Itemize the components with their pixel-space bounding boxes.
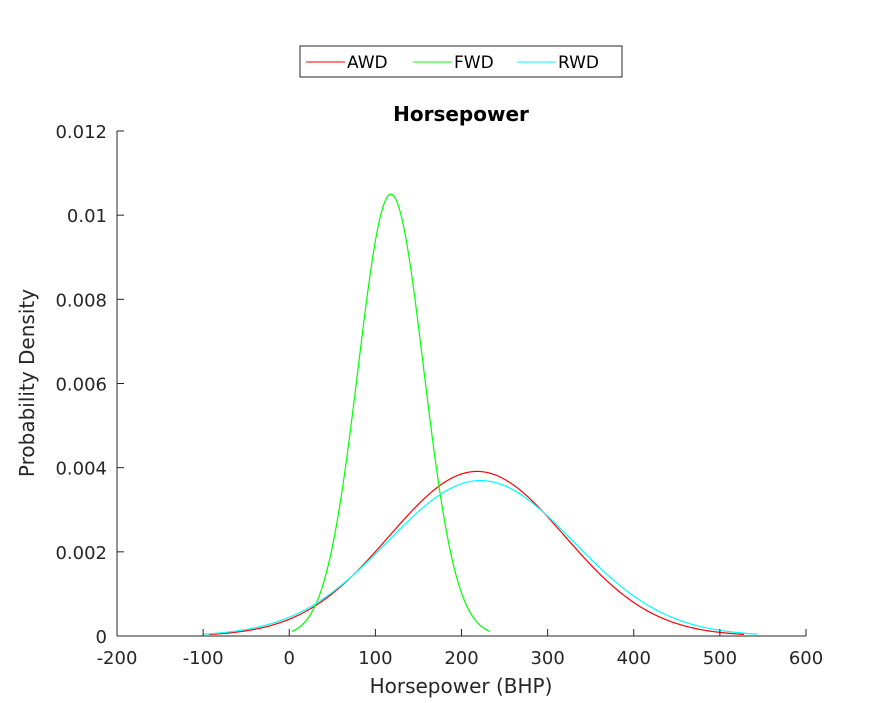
x-tick-label: 300 bbox=[530, 648, 564, 669]
y-tick-label: 0.004 bbox=[55, 459, 107, 480]
x-tick-label: -100 bbox=[183, 648, 224, 669]
legend-item-fwd: FWD bbox=[413, 53, 494, 73]
series-line-awd bbox=[209, 470, 745, 636]
y-tick-label: 0.01 bbox=[67, 206, 107, 227]
x-tick-label: 0 bbox=[284, 648, 295, 669]
legend-label-fwd: FWD bbox=[454, 53, 494, 73]
y-tick-label: 0.012 bbox=[55, 122, 107, 143]
legend: AWD FWD RWD bbox=[299, 45, 623, 78]
x-tick-label: -200 bbox=[97, 648, 138, 669]
series-layer bbox=[203, 193, 757, 636]
legend-item-awd: AWD bbox=[306, 53, 388, 73]
plot-background bbox=[117, 131, 806, 636]
x-ticks: -200 -100 0 100 200 300 400 500 600 bbox=[97, 629, 823, 669]
legend-label-awd: AWD bbox=[347, 53, 388, 73]
x-tick-label: 400 bbox=[617, 648, 651, 669]
legend-label-rwd: RWD bbox=[558, 53, 599, 73]
x-tick-label: 500 bbox=[703, 648, 737, 669]
series-line-rwd bbox=[203, 479, 757, 635]
y-tick-label: 0 bbox=[96, 627, 107, 648]
x-axis-title: Horsepower (BHP) bbox=[370, 674, 553, 698]
y-axis-title: Probability Density bbox=[15, 289, 39, 477]
legend-item-rwd: RWD bbox=[517, 53, 599, 73]
y-ticks: 0 0.002 0.004 0.006 0.008 0.01 0.012 bbox=[55, 122, 124, 648]
x-tick-label: 200 bbox=[444, 648, 478, 669]
x-tick-label: 600 bbox=[789, 648, 823, 669]
y-tick-label: 0.008 bbox=[55, 290, 107, 311]
y-tick-label: 0.006 bbox=[55, 375, 107, 396]
series-line-fwd bbox=[291, 193, 491, 633]
y-tick-label: 0.002 bbox=[55, 543, 107, 564]
chart-title: Horsepower bbox=[393, 102, 529, 126]
x-tick-label: 100 bbox=[358, 648, 392, 669]
legend-box bbox=[299, 45, 623, 78]
